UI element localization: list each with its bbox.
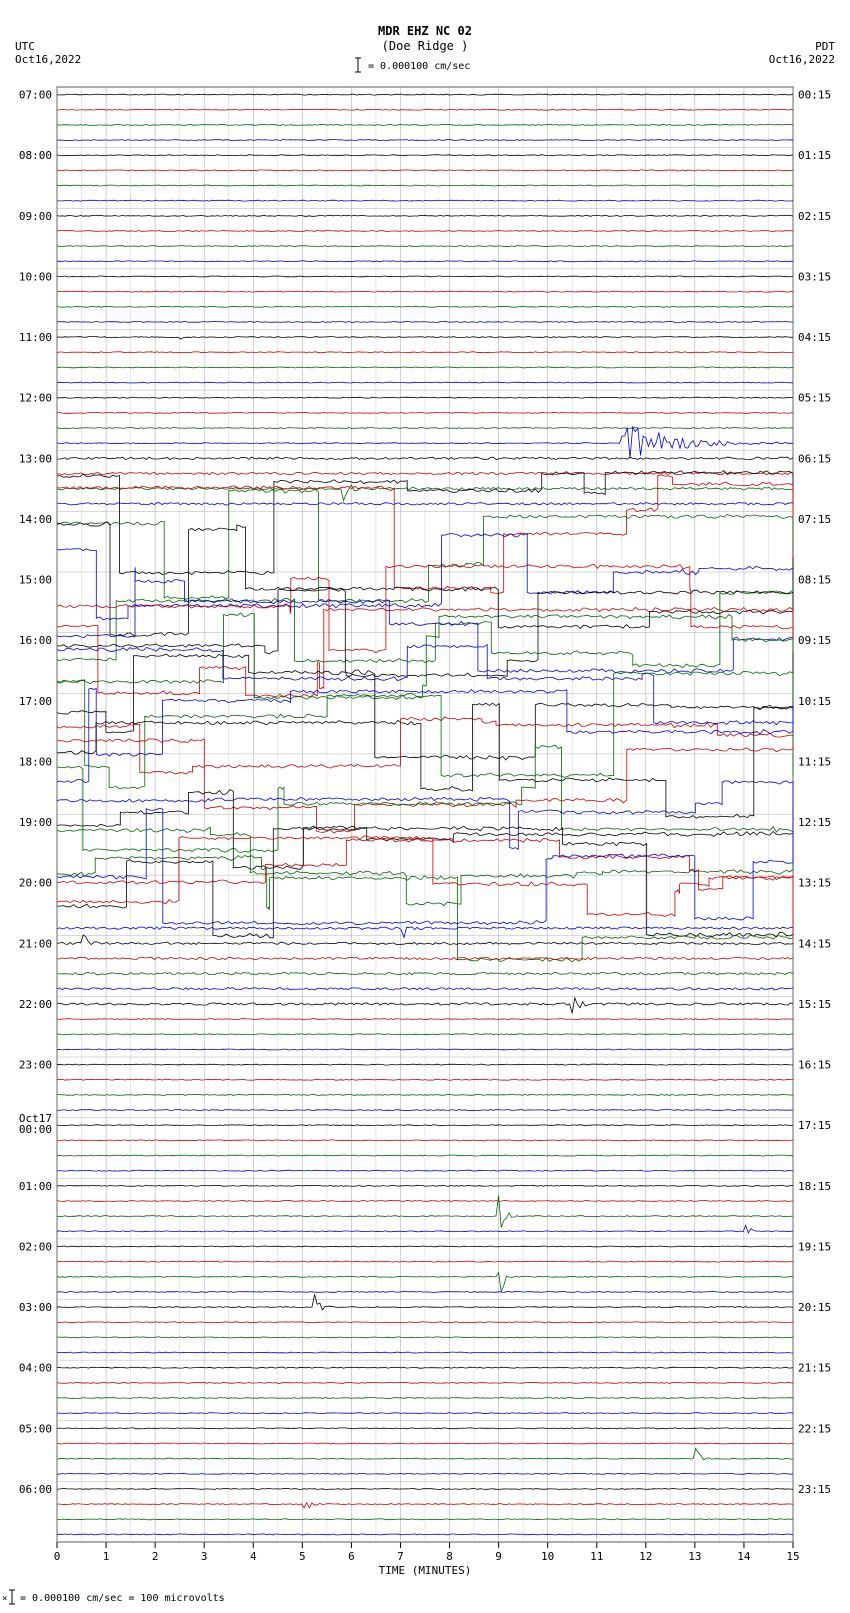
pdt-label: 07:15 <box>798 513 831 526</box>
utc-label: 23:00 <box>19 1059 52 1072</box>
pdt-label: 10:15 <box>798 695 831 708</box>
pdt-label: 13:15 <box>798 877 831 890</box>
utc-label: 15:00 <box>19 574 52 587</box>
x-tick: 10 <box>541 1550 554 1563</box>
utc-label: 12:00 <box>19 392 52 405</box>
utc-label: 17:00 <box>19 695 52 708</box>
left-date: Oct16,2022 <box>15 53 81 66</box>
x-tick: 5 <box>299 1550 306 1563</box>
x-tick: 11 <box>590 1550 603 1563</box>
utc-label: 04:00 <box>19 1362 52 1375</box>
utc-label: 05:00 <box>19 1422 52 1435</box>
footer-scale-prefix: × <box>2 1594 7 1604</box>
x-tick: 14 <box>737 1550 751 1563</box>
utc-label: 03:00 <box>19 1301 52 1314</box>
utc-label: 19:00 <box>19 816 52 829</box>
pdt-label: 03:15 <box>798 270 831 283</box>
utc-label: 20:00 <box>19 877 52 890</box>
pdt-label: 16:15 <box>798 1059 831 1072</box>
xaxis-label: TIME (MINUTES) <box>379 1564 472 1577</box>
pdt-label: 12:15 <box>798 816 831 829</box>
utc-label: 16:00 <box>19 634 52 647</box>
x-tick: 0 <box>54 1550 61 1563</box>
pdt-label: 11:15 <box>798 755 831 768</box>
x-tick: 9 <box>495 1550 502 1563</box>
utc-label: 22:00 <box>19 998 52 1011</box>
pdt-label: 20:15 <box>798 1301 831 1314</box>
seismogram-svg: MDR EHZ NC 02(Doe Ridge ) = 0.000100 cm/s… <box>0 0 850 1613</box>
utc-label: 07:00 <box>19 89 52 102</box>
pdt-label: 15:15 <box>798 998 831 1011</box>
x-tick: 4 <box>250 1550 257 1563</box>
utc-label: 11:00 <box>19 331 52 344</box>
pdt-label: 04:15 <box>798 331 831 344</box>
pdt-label: 02:15 <box>798 210 831 223</box>
x-tick: 7 <box>397 1550 404 1563</box>
pdt-label: 19:15 <box>798 1240 831 1253</box>
x-tick: 2 <box>152 1550 159 1563</box>
pdt-label: 23:15 <box>798 1483 831 1496</box>
utc-label: 08:00 <box>19 149 52 162</box>
pdt-label: 01:15 <box>798 149 831 162</box>
pdt-label: 14:15 <box>798 937 831 950</box>
utc-label: 02:00 <box>19 1240 52 1253</box>
pdt-label: 00:15 <box>798 89 831 102</box>
location-line: (Doe Ridge ) <box>382 39 469 53</box>
utc-label: 21:00 <box>19 937 52 950</box>
x-tick: 12 <box>639 1550 652 1563</box>
scale-text: = 0.000100 cm/sec <box>368 61 470 72</box>
right-tz: PDT <box>815 40 835 53</box>
pdt-label: 09:15 <box>798 634 831 647</box>
pdt-label: 21:15 <box>798 1362 831 1375</box>
x-tick: 1 <box>103 1550 110 1563</box>
right-date: Oct16,2022 <box>769 53 835 66</box>
left-tz: UTC <box>15 40 35 53</box>
utc-label: 18:00 <box>19 755 52 768</box>
x-tick: 6 <box>348 1550 355 1563</box>
utc-label: 01:00 <box>19 1180 52 1193</box>
utc-label: 00:00 <box>19 1123 52 1136</box>
x-tick: 15 <box>786 1550 799 1563</box>
seismogram-container: MDR EHZ NC 02(Doe Ridge ) = 0.000100 cm/s… <box>0 0 850 1613</box>
pdt-label: 22:15 <box>798 1422 831 1435</box>
x-tick: 13 <box>688 1550 701 1563</box>
utc-label: 06:00 <box>19 1483 52 1496</box>
x-tick: 8 <box>446 1550 453 1563</box>
pdt-label: 05:15 <box>798 392 831 405</box>
station-line: MDR EHZ NC 02 <box>378 24 472 38</box>
pdt-label: 08:15 <box>798 574 831 587</box>
utc-label: 10:00 <box>19 270 52 283</box>
utc-label: 09:00 <box>19 210 52 223</box>
pdt-label: 06:15 <box>798 452 831 465</box>
x-tick: 3 <box>201 1550 208 1563</box>
utc-label: 13:00 <box>19 452 52 465</box>
pdt-label: 17:15 <box>798 1119 831 1132</box>
pdt-label: 18:15 <box>798 1180 831 1193</box>
utc-label: 14:00 <box>19 513 52 526</box>
footer-scale: = 0.000100 cm/sec = 100 microvolts <box>20 1593 225 1604</box>
